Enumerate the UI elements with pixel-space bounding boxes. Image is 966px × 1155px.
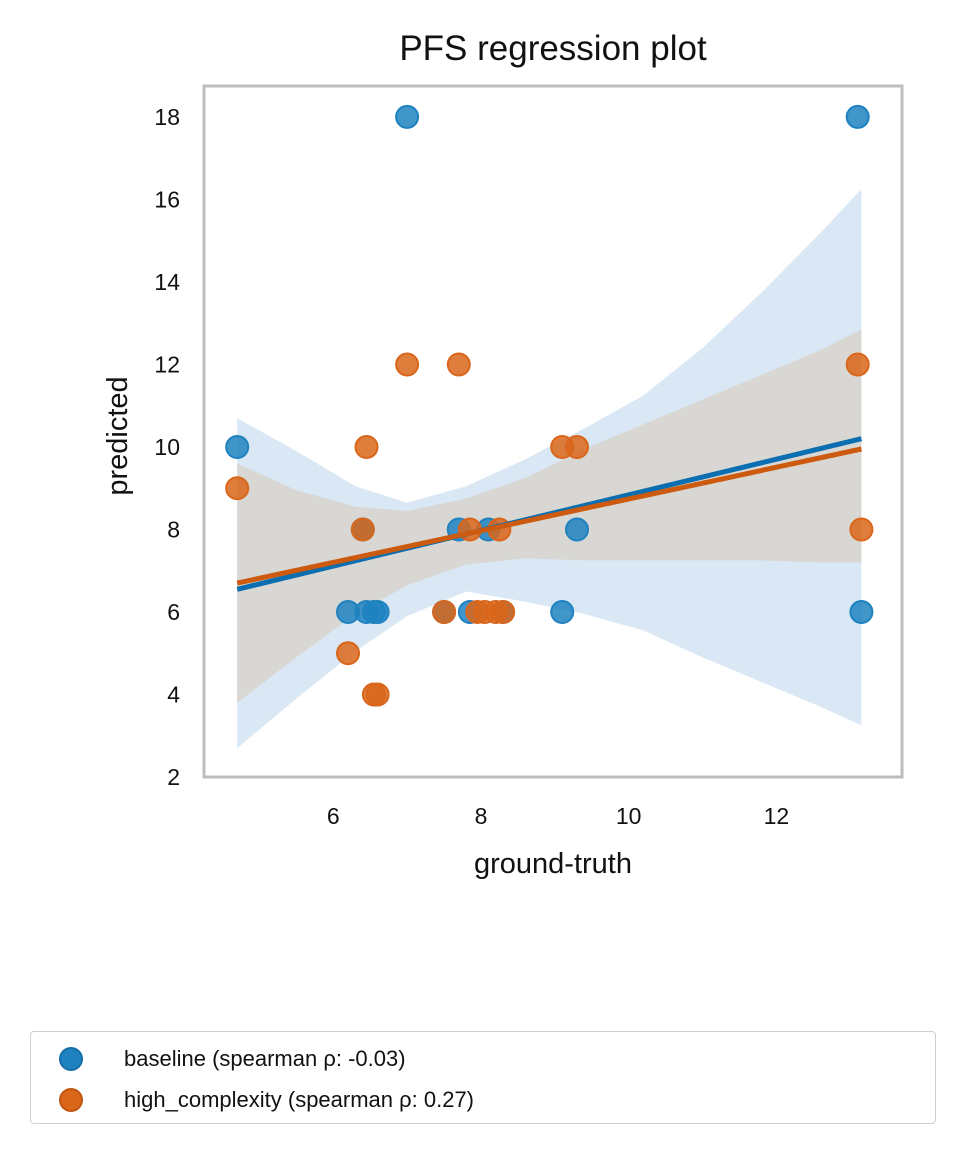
- point-high-complexity-0: [225, 476, 250, 501]
- point-baseline-14: [845, 104, 870, 129]
- point-high-complexity-6: [395, 352, 420, 377]
- legend-marker-baseline: [59, 1047, 83, 1071]
- legend: baseline (spearman ρ: -0.03) high_comple…: [30, 1031, 936, 1124]
- plot-area: [225, 104, 874, 749]
- y-tick-label: 14: [154, 269, 180, 295]
- regression-chart: PFS regression plot 6 8 10 12 2 4 6 8 10 12 14 16 1…: [102, 29, 904, 880]
- axes-frame: [202, 84, 904, 779]
- point-high-complexity-2: [350, 517, 375, 542]
- point-high-complexity-16: [565, 435, 589, 459]
- y-tick-label: 18: [154, 104, 180, 130]
- x-tick-label: 6: [327, 803, 340, 829]
- x-tick-label: 8: [475, 803, 488, 829]
- x-tick-label: 10: [616, 803, 642, 829]
- fit-line-high-complexity: [236, 446, 862, 586]
- y-tick-label: 2: [167, 764, 180, 790]
- point-baseline-15: [849, 600, 874, 624]
- y-tick-label: 8: [167, 517, 180, 543]
- chart-title: PFS regression plot: [399, 29, 707, 68]
- point-high-complexity-5: [365, 682, 390, 707]
- point-baseline-13: [565, 517, 589, 542]
- point-high-complexity-8: [446, 352, 471, 377]
- x-axis-label: ground-truth: [474, 848, 632, 880]
- legend-label-baseline: baseline (spearman ρ: -0.03): [124, 1046, 406, 1071]
- y-tick-label: 12: [154, 352, 180, 378]
- point-high-complexity-1: [336, 641, 360, 666]
- legend-marker-high-complexity: [59, 1088, 83, 1112]
- y-tick-labels: 2 4 6 8 10 12 14 16 18: [154, 104, 180, 790]
- y-axis-label: predicted: [102, 376, 134, 495]
- x-tick-labels: 6 8 10 12: [327, 803, 789, 829]
- point-high-complexity-18: [849, 517, 874, 542]
- y-tick-label: 10: [154, 434, 180, 460]
- y-tick-label: 16: [154, 186, 180, 212]
- y-tick-label: 6: [167, 599, 180, 625]
- point-high-complexity-3: [354, 435, 379, 459]
- point-high-complexity-14: [491, 600, 516, 624]
- legend-label-high-complexity: high_complexity (spearman ρ: 0.27): [124, 1087, 475, 1112]
- point-baseline-12: [550, 600, 575, 624]
- legend-item-high-complexity: high_complexity (spearman ρ: 0.27): [31, 1085, 935, 1115]
- legend-item-baseline: baseline (spearman ρ: -0.03): [31, 1044, 935, 1074]
- point-high-complexity-17: [845, 352, 870, 377]
- point-high-complexity-7: [432, 600, 457, 624]
- x-tick-label: 12: [764, 803, 790, 829]
- point-baseline-6: [395, 104, 420, 129]
- point-baseline-0: [225, 435, 250, 459]
- y-tick-label: 4: [167, 682, 180, 708]
- point-baseline-5: [365, 600, 390, 624]
